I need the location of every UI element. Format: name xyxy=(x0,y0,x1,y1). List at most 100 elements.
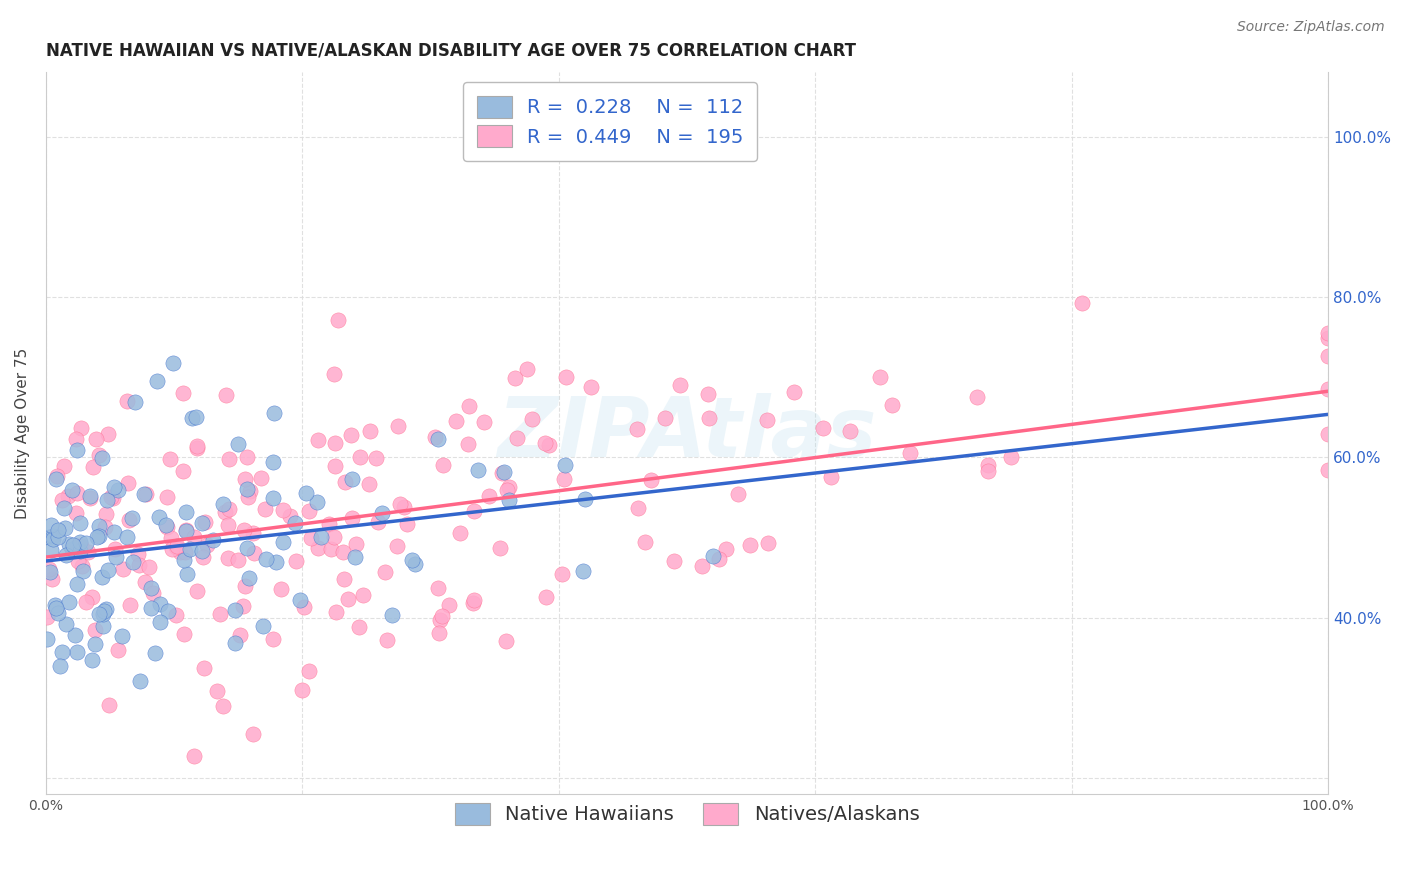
Point xyxy=(214,505,236,519)
Point xyxy=(166,540,188,554)
Point xyxy=(1317,382,1340,396)
Point xyxy=(463,592,485,607)
Point xyxy=(162,356,184,370)
Point xyxy=(238,491,260,505)
Point xyxy=(307,541,329,555)
Point xyxy=(326,313,349,327)
Point xyxy=(135,487,157,501)
Point xyxy=(87,519,110,533)
Point xyxy=(127,547,149,561)
Point xyxy=(56,489,79,503)
Point xyxy=(838,425,860,439)
Point xyxy=(344,536,367,550)
Point xyxy=(498,493,520,508)
Point xyxy=(77,545,100,559)
Point xyxy=(58,595,80,609)
Point xyxy=(46,606,69,620)
Point xyxy=(233,523,256,537)
Y-axis label: Disability Age Over 75: Disability Age Over 75 xyxy=(15,348,30,519)
Point xyxy=(212,497,235,511)
Point xyxy=(84,623,107,637)
Point xyxy=(52,459,75,474)
Point xyxy=(228,553,250,567)
Point xyxy=(702,549,724,563)
Point xyxy=(149,615,172,629)
Point xyxy=(117,530,139,544)
Point xyxy=(697,411,720,425)
Point xyxy=(87,607,110,621)
Point xyxy=(105,550,128,565)
Point xyxy=(467,463,489,477)
Point xyxy=(51,645,73,659)
Point xyxy=(186,583,208,598)
Point xyxy=(359,425,381,439)
Point xyxy=(966,390,988,404)
Point xyxy=(115,394,138,409)
Point xyxy=(271,503,294,517)
Point xyxy=(149,597,172,611)
Point xyxy=(242,727,264,741)
Point xyxy=(489,541,512,555)
Point xyxy=(291,682,314,697)
Point xyxy=(66,645,89,659)
Point xyxy=(1000,450,1022,464)
Point xyxy=(91,607,114,621)
Point xyxy=(79,489,101,503)
Point xyxy=(166,539,188,553)
Point xyxy=(173,553,195,567)
Point xyxy=(165,607,187,622)
Point xyxy=(49,659,72,673)
Point xyxy=(427,581,450,595)
Point xyxy=(62,538,84,552)
Point xyxy=(349,619,371,633)
Point xyxy=(111,629,134,643)
Point xyxy=(869,369,891,384)
Point xyxy=(66,554,89,568)
Point xyxy=(86,432,108,446)
Point xyxy=(385,539,408,553)
Point xyxy=(450,525,472,540)
Point xyxy=(70,559,93,574)
Point xyxy=(176,566,198,581)
Point xyxy=(174,524,197,539)
Point xyxy=(882,398,904,412)
Point xyxy=(174,523,197,537)
Point xyxy=(332,544,354,558)
Point xyxy=(344,549,367,564)
Point xyxy=(180,411,202,425)
Point xyxy=(242,526,264,541)
Point xyxy=(63,628,86,642)
Point xyxy=(503,371,526,385)
Point xyxy=(186,441,208,455)
Point xyxy=(322,530,344,544)
Point xyxy=(254,552,277,566)
Point xyxy=(103,480,125,494)
Point xyxy=(205,683,228,698)
Point xyxy=(357,477,380,491)
Point xyxy=(190,543,212,558)
Point xyxy=(432,609,454,624)
Point xyxy=(284,516,307,530)
Point xyxy=(41,572,63,586)
Text: NATIVE HAWAIIAN VS NATIVE/ALASKAN DISABILITY AGE OVER 75 CORRELATION CHART: NATIVE HAWAIIAN VS NATIVE/ALASKAN DISABI… xyxy=(46,42,856,60)
Point xyxy=(112,562,135,576)
Point xyxy=(69,535,91,549)
Point xyxy=(232,599,254,613)
Point xyxy=(371,507,394,521)
Point xyxy=(340,428,363,442)
Point xyxy=(138,560,160,574)
Text: ZIPAtlas: ZIPAtlas xyxy=(498,392,877,474)
Point xyxy=(83,637,105,651)
Point xyxy=(238,571,260,585)
Point xyxy=(262,632,284,646)
Point xyxy=(121,511,143,525)
Point xyxy=(46,530,69,544)
Point xyxy=(295,486,318,500)
Point xyxy=(118,513,141,527)
Point xyxy=(307,494,329,508)
Point xyxy=(65,507,87,521)
Point xyxy=(236,482,259,496)
Point xyxy=(52,500,75,515)
Point xyxy=(520,412,543,426)
Point xyxy=(186,409,208,424)
